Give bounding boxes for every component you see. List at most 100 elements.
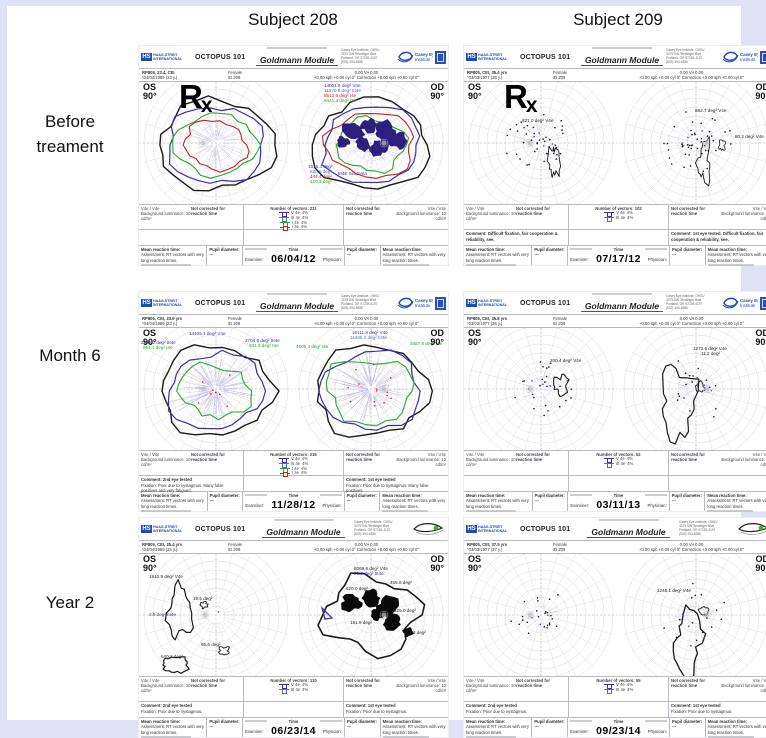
- legend-pct: 4%: [627, 216, 633, 221]
- physician-label: Physician:: [316, 729, 342, 734]
- legend-name: III 4e: [291, 688, 300, 693]
- background-luminance-note: Background luminance: 10 cd/m²: [466, 211, 516, 221]
- area-annotation: 620.0 deg²: [346, 586, 368, 591]
- haag-streit-flag-icon: [760, 297, 766, 310]
- eye-institute-logo: [735, 520, 766, 538]
- examiner-label: Examiner:: [570, 729, 596, 734]
- pupil-diameter-right: Pupil diameter: ---: [345, 492, 381, 511]
- clinic-address-line: (503) 494-8386: [341, 61, 397, 65]
- blind-spot-mark: [704, 386, 709, 391]
- time-label: Time: [614, 247, 624, 252]
- rx-letter-r: R: [504, 78, 528, 115]
- haag-streit-logo-mark: HS: [141, 53, 152, 61]
- footer-row: Mean reaction time:Assessment: RT vector…: [139, 717, 448, 737]
- isopter-outline: [163, 657, 189, 673]
- legend-name: III 4e: [616, 216, 625, 221]
- greeked-microtext: [267, 47, 327, 49]
- clinic-address-line: (503) 494-8386: [679, 533, 735, 537]
- svg-text:Institute: Institute: [415, 303, 431, 308]
- area-annotation: 95.6 deg²: [201, 642, 221, 647]
- module-title-block: Goldmann Module: [253, 293, 341, 314]
- visual-field-chart-os: 821.0 deg² V4e: [464, 82, 618, 204]
- pupil-diameter-left: Pupil diameter: ---: [532, 492, 568, 511]
- background-luminance-note: Background luminance: 10 cd/m²: [466, 683, 516, 693]
- isopter-outline: [218, 647, 229, 655]
- legend-symbol: [604, 212, 614, 214]
- fixation-text: Fixation: Poor due to nystagmus.: [466, 709, 566, 715]
- comments-center-gap: [568, 702, 669, 717]
- row-label-month-6: Month 6: [7, 344, 133, 369]
- isopter-outline: [162, 345, 279, 435]
- area-annotation: 640.2 deg²: [161, 654, 183, 659]
- comments-row: [139, 230, 448, 245]
- assessment-text: Assessment: RT vectors with very long re…: [708, 252, 766, 263]
- background-luminance-note: Background luminance: 10 cd/m²: [466, 457, 516, 467]
- assessment-text: Assessment: RT vectors with very long re…: [141, 252, 204, 263]
- pupil-diameter-left: Pupil diameter: ---: [207, 492, 243, 511]
- exam-date: 11/28/12: [271, 499, 315, 512]
- eye-extent: 90°: [430, 564, 444, 573]
- patient-id-block: RP805, CEI, 35.8 yrs*03/03/1977 (36 y.): [467, 316, 553, 326]
- comment-left: Comment: Difficult fixation, fair cooper…: [464, 230, 568, 245]
- legend-symbol: [604, 458, 614, 460]
- legend-symbol: [279, 463, 289, 465]
- exam-date: 07/17/12: [596, 253, 641, 266]
- patient-id: ID 208: [228, 75, 288, 80]
- greeked-microtext: [466, 510, 516, 512]
- scotoma-fill: [360, 118, 376, 133]
- greeked-microtext: [570, 494, 592, 496]
- patient-birthdate: *04/04/1989 (23 y.): [142, 321, 228, 326]
- visual-field-chart-os: 200.4 deg² V4e: [464, 328, 618, 450]
- exam-date: 06/04/12: [271, 253, 316, 266]
- greeked-microtext: [599, 519, 659, 521]
- legend-pct: 4%: [627, 462, 633, 467]
- time-label: Time: [289, 719, 299, 724]
- physician-label: Physician:: [316, 503, 342, 508]
- greeked-microtext: [466, 264, 516, 266]
- pupil-diameter-right: Pupil diameter: ---: [670, 246, 706, 265]
- pupil-diameter-right: Pupil diameter: ---: [345, 246, 381, 265]
- greeked-microtext: [592, 293, 652, 295]
- greeked-microtext: [570, 248, 592, 250]
- background-luminance-note: Background luminance: 10 cd/m²: [141, 211, 191, 221]
- area-annotation: 821.0 deg² V4e: [522, 118, 554, 123]
- area-annotation: III4E Scotoma: [338, 171, 367, 176]
- correction-line: +0.00 sph +0.00 cyl 0° Correction +0.00 …: [613, 321, 766, 326]
- comment-left: [464, 476, 568, 491]
- not-corrected-note: Not corrected for reaction time: [516, 206, 566, 228]
- not-corrected-note: Not corrected for reaction time: [346, 452, 396, 474]
- greeked-microtext: [592, 47, 652, 49]
- comment-right: [669, 476, 766, 491]
- exam-date: 06/23/14: [271, 725, 316, 738]
- examiner-label: Examiner:: [570, 257, 596, 262]
- patient-info-strip: RP805, CEI, 35.8 yrs*03/03/1977 (36 y.)F…: [464, 315, 766, 328]
- eye-extent: 90°: [430, 92, 444, 101]
- comments-row: [464, 476, 766, 491]
- footer-row: Mean reaction time:Assessment: RT vector…: [139, 245, 448, 265]
- pupil-diameter-left: Pupil diameter: ---: [531, 246, 567, 265]
